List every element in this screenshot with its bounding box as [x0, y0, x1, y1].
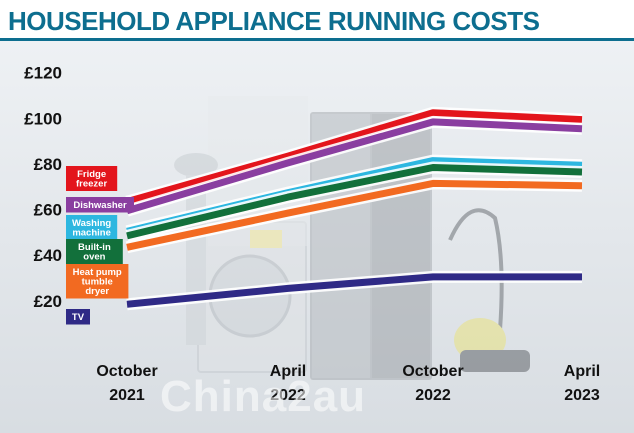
- x-tick-label: 2023: [564, 387, 600, 404]
- x-tick-label: 2021: [109, 387, 145, 404]
- legend-label: dryer: [85, 286, 109, 297]
- legend-label: oven: [83, 252, 105, 263]
- series-line: [126, 164, 583, 240]
- chart-title: HOUSEHOLD APPLIANCE RUNNING COSTS: [8, 6, 540, 36]
- y-tick-label: £100: [24, 109, 62, 128]
- legend-label: tumble: [82, 277, 113, 288]
- y-tick-label: £20: [34, 292, 62, 311]
- title-bar: HOUSEHOLD APPLIANCE RUNNING COSTS: [0, 0, 634, 41]
- x-tick-label: April: [270, 363, 306, 380]
- series-line: [126, 118, 583, 215]
- legend-swatch: [66, 166, 118, 191]
- legend-swatch: [66, 239, 123, 264]
- legend-label: machine: [72, 228, 111, 239]
- legend-label: Heat pump: [73, 267, 122, 278]
- legend-swatch: [66, 264, 129, 299]
- y-tick-label: £120: [24, 64, 62, 83]
- x-tick-label: April: [564, 363, 600, 380]
- legend-swatch: [66, 197, 134, 213]
- series-line: [126, 273, 582, 308]
- legend-label: TV: [72, 312, 85, 323]
- legend-label: Dishwasher: [73, 200, 127, 211]
- y-tick-label: £60: [34, 201, 62, 220]
- series-line: [126, 179, 583, 251]
- x-tick-label: 2022: [270, 387, 306, 404]
- y-tick-label: £40: [34, 246, 62, 265]
- series-line: [126, 109, 583, 206]
- legend-swatch: [66, 215, 118, 240]
- x-tick-label: 2022: [415, 387, 451, 404]
- legend-label: freezer: [76, 179, 107, 190]
- legend-swatch: [66, 309, 90, 325]
- y-tick-label: £80: [34, 155, 62, 174]
- x-tick-label: October: [402, 363, 463, 380]
- legend-label: Built-in: [78, 242, 111, 253]
- x-tick-label: October: [96, 363, 157, 380]
- legend-label: Washing: [72, 218, 111, 229]
- legend-label: Fridge: [77, 169, 106, 180]
- title-underline: [0, 38, 634, 41]
